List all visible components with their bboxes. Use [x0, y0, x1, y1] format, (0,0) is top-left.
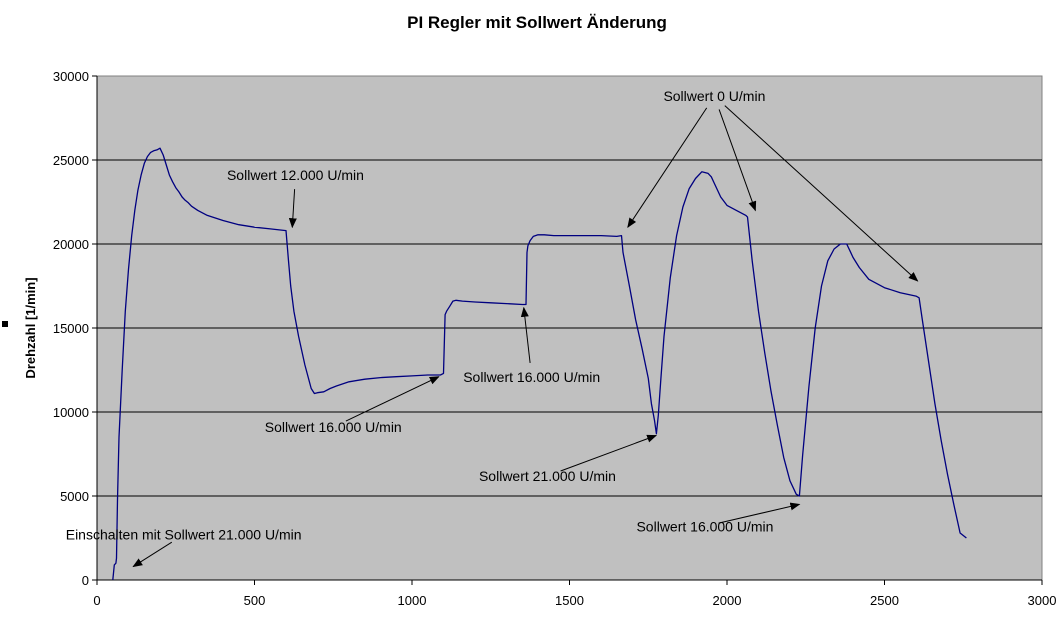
annotation-6: Einschalten mit Sollwert 21.000 U/min	[66, 527, 302, 543]
annotations: Sollwert 0 U/min Sollwert 12.000 U/min Sol…	[66, 88, 919, 568]
legend-marker	[2, 321, 8, 327]
y-tick-label-2: 10000	[53, 405, 89, 420]
annotation-3: Sollwert 16.000 U/min	[265, 419, 402, 435]
y-tick-label-6: 30000	[53, 69, 89, 84]
x-axis-ticks: 0 500 1000 1500 2000 2500 3000	[93, 580, 1056, 608]
x-tick-label-1: 500	[244, 593, 266, 608]
annotation-5: Sollwert 16.000 U/min	[636, 518, 773, 534]
x-tick-label-0: 0	[93, 593, 100, 608]
x-tick-label-2: 1000	[398, 593, 427, 608]
y-tick-label-3: 15000	[53, 321, 89, 336]
annotation-arrow-1-0	[288, 189, 297, 229]
annotation-arrow-2-0	[520, 306, 531, 363]
annotation-arrow-4-0	[560, 434, 658, 472]
series-line-0	[112, 147, 967, 581]
x-tick-label-6: 3000	[1028, 593, 1057, 608]
annotation-arrow-5-0	[718, 502, 801, 524]
x-tick-label-4: 2000	[713, 593, 742, 608]
x-tick-label-5: 2500	[870, 593, 899, 608]
annotation-arrow-0-2	[724, 105, 919, 282]
annotation-arrow-3-0	[345, 376, 440, 422]
y-tick-label-0: 0	[82, 573, 89, 588]
annotation-arrow-0-0	[627, 107, 708, 229]
annotation-0: Sollwert 0 U/min	[663, 88, 765, 104]
y-tick-label-5: 25000	[53, 153, 89, 168]
annotation-arrow-0-1	[718, 109, 757, 212]
x-tick-label-3: 1500	[555, 593, 584, 608]
annotation-2: Sollwert 16.000 U/min	[463, 369, 600, 385]
y-axis-label: Drehzahl [1/min]	[23, 277, 38, 378]
chart-title: PI Regler mit Sollwert Änderung	[407, 13, 667, 32]
annotation-arrow-6-0	[132, 541, 173, 568]
y-axis-ticks: 0 5000 10000 15000 20000 25000 30000	[53, 69, 97, 588]
annotation-4: Sollwert 21.000 U/min	[479, 468, 616, 484]
series-group	[112, 147, 967, 581]
annotation-1: Sollwert 12.000 U/min	[227, 167, 364, 183]
y-tick-label-1: 5000	[60, 489, 89, 504]
y-tick-label-4: 20000	[53, 237, 89, 252]
grid-lines	[97, 159, 1042, 497]
